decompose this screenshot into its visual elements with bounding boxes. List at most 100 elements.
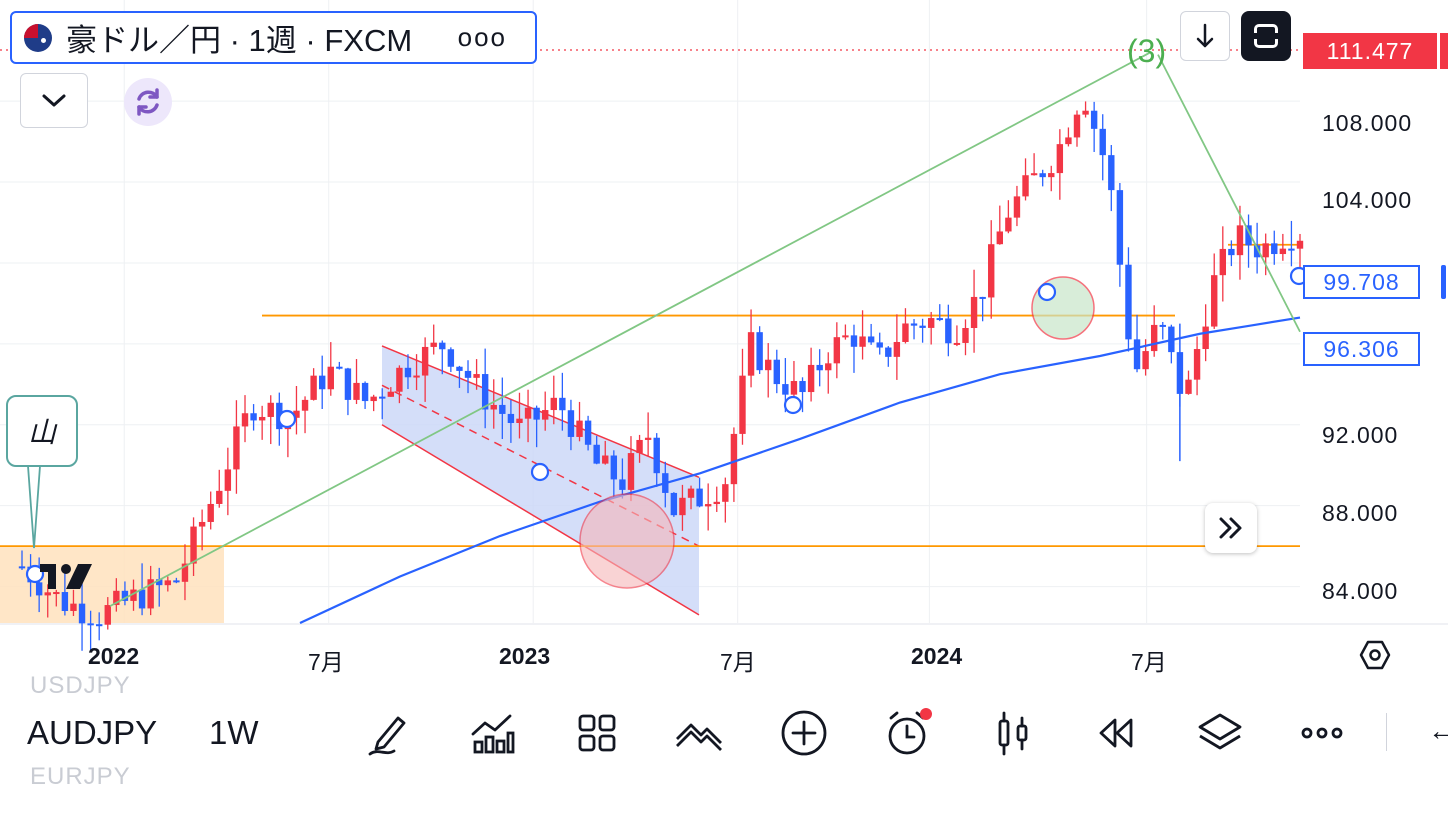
symbol-title-box[interactable]: 豪ドル／円 · 1週 · FXCM ooo (10, 11, 537, 64)
candle-body (1253, 245, 1261, 258)
candle-body (473, 374, 480, 378)
patterns-icon[interactable] (674, 708, 724, 758)
candle-body (1082, 110, 1089, 115)
candle-body (190, 526, 197, 564)
candles-layer (18, 101, 1304, 652)
candle-body (344, 368, 352, 400)
candle-body (790, 381, 798, 395)
candle-body (910, 323, 918, 326)
candle-body (1296, 240, 1304, 249)
time-tick: 2022 (88, 643, 140, 669)
candle-body (95, 624, 103, 627)
pivot-circle-low (579, 493, 675, 589)
candle-body (1202, 326, 1209, 350)
candle-body (584, 420, 592, 445)
candle-body (833, 337, 841, 364)
candle-body (713, 501, 720, 505)
price-badge-upper: 99.708 (1303, 265, 1420, 299)
candle-body (1099, 128, 1106, 156)
candle-body (1279, 248, 1287, 255)
candle-body (1142, 351, 1149, 370)
candle-body (1288, 248, 1295, 251)
layers-icon[interactable] (1195, 708, 1245, 758)
candle-body (936, 318, 943, 321)
candle-body (859, 336, 866, 347)
candle-body (198, 521, 206, 527)
time-tick: 2024 (911, 643, 963, 669)
candle-body (481, 374, 489, 410)
candle-body (104, 605, 111, 625)
candle-body (138, 589, 146, 609)
candle-body (267, 402, 274, 417)
candle-body (644, 437, 652, 440)
candle-body (756, 332, 763, 371)
candle-body (919, 325, 926, 328)
toolbar-divider (1386, 713, 1387, 751)
candle-body (147, 579, 154, 609)
interval-selector[interactable]: 1W (209, 714, 259, 751)
candle-body (44, 592, 51, 596)
time-tick: 7月 (308, 649, 344, 675)
candle-body (370, 396, 377, 402)
ticker-symbol[interactable]: AUDJPY (27, 714, 158, 751)
candle-body (747, 332, 755, 376)
price-badge-lower: 96.306 (1303, 332, 1420, 366)
candle-body (70, 603, 77, 612)
time-tick: 2023 (499, 643, 551, 669)
candle-body (301, 399, 309, 411)
refresh-button[interactable] (124, 78, 172, 126)
candle-body (653, 437, 660, 474)
candle-body (430, 342, 437, 347)
candle-body (173, 580, 180, 583)
candle-body (730, 433, 738, 485)
candle-body (319, 375, 326, 390)
candle-body (1185, 379, 1192, 394)
candle-body (181, 563, 189, 582)
candle-body (567, 410, 575, 437)
candle-body (842, 335, 849, 338)
candles-icon[interactable] (988, 708, 1038, 758)
candle-body (739, 375, 746, 434)
draw-icon[interactable] (364, 708, 414, 758)
collapse-button[interactable] (20, 73, 88, 128)
event-marker (530, 462, 550, 482)
candle-body (1159, 324, 1166, 327)
candle-body (610, 455, 618, 480)
candle-body (353, 382, 360, 400)
more-icon[interactable] (1297, 708, 1347, 758)
ticker-ghost-above: USDJPY (30, 672, 131, 699)
add-icon[interactable] (779, 708, 829, 758)
candle-body (945, 318, 952, 344)
event-marker (1037, 282, 1057, 302)
candle-body (53, 592, 60, 595)
refresh-icon (137, 88, 159, 116)
candle-body (18, 566, 26, 569)
candle-body (687, 488, 695, 498)
candle-body (1013, 196, 1021, 218)
collapse-arrow-icon[interactable]: ← (1428, 715, 1448, 746)
candle-body (704, 504, 712, 507)
indicators-icon[interactable] (468, 708, 518, 758)
scroll-to-latest-button[interactable] (1205, 503, 1257, 553)
candle-body (885, 347, 892, 357)
candle-body (1193, 349, 1201, 380)
candle-body (35, 582, 43, 596)
candle-body (207, 503, 214, 522)
candle-body (1271, 243, 1278, 255)
scroll-down-button[interactable] (1180, 11, 1230, 61)
more-icon[interactable]: ooo (457, 22, 507, 52)
bottom-toolbar: USDJPY EURJPY (0, 672, 1448, 815)
candle-body (825, 363, 832, 371)
candle-body (164, 580, 172, 586)
axis-settings-icon[interactable] (1358, 638, 1392, 672)
alert-icon[interactable] (883, 708, 933, 758)
candle-body (979, 296, 986, 299)
candle-body (1030, 173, 1038, 176)
candle-body (361, 382, 369, 402)
fullscreen-button[interactable] (1241, 11, 1291, 61)
replay-icon[interactable] (1091, 708, 1141, 758)
price-chart[interactable] (0, 0, 1448, 686)
symbol-title: 豪ドル／円 · 1週 · FXCM (66, 23, 413, 58)
layout-icon[interactable] (572, 708, 622, 758)
candle-body (524, 407, 532, 419)
